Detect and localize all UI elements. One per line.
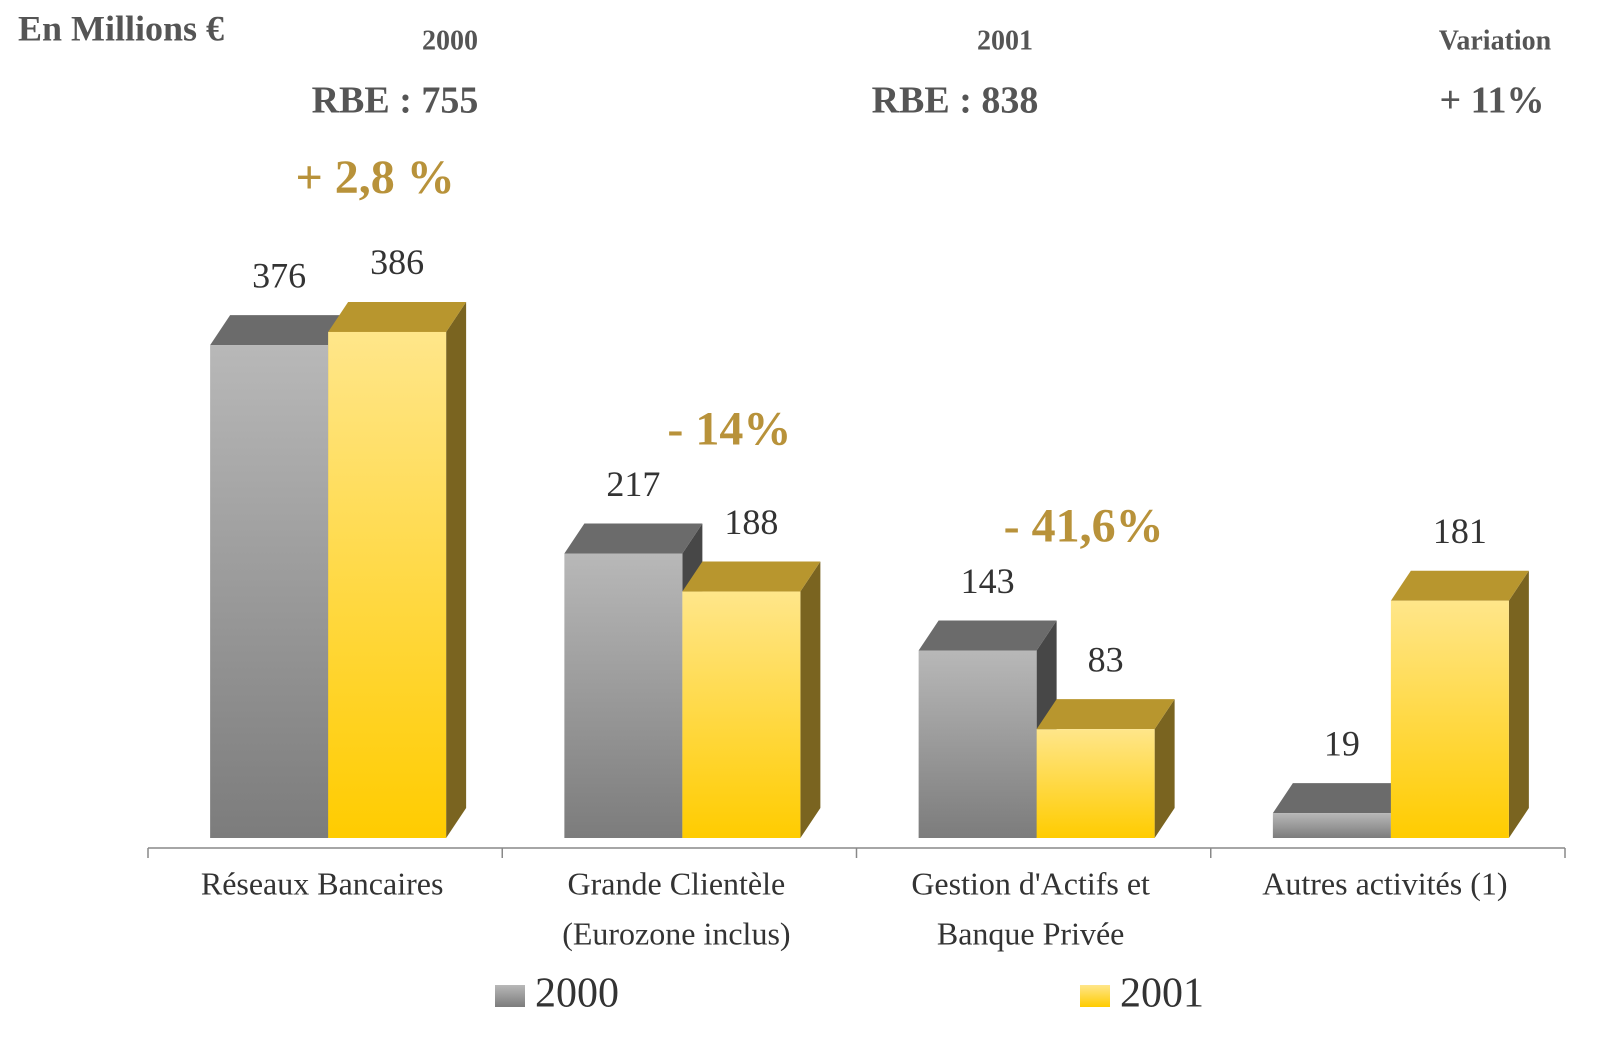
bar xyxy=(1391,571,1529,838)
value-label: 19 xyxy=(1324,723,1360,763)
value-label: 143 xyxy=(961,561,1015,601)
bar xyxy=(1037,699,1175,838)
chart: En Millions € 2000 2001 Variation RBE : … xyxy=(0,0,1613,1045)
legend-swatch xyxy=(495,985,525,1007)
value-label: 386 xyxy=(370,242,424,282)
x-tick-label: Réseaux Bancaires xyxy=(201,865,444,901)
bar xyxy=(328,302,466,838)
bar-side xyxy=(800,562,820,838)
value-label: 376 xyxy=(252,255,306,295)
column-label: 2000 xyxy=(422,25,478,56)
bar-front xyxy=(328,332,446,838)
column-value: RBE : 755 xyxy=(312,80,479,122)
x-tick-label: Gestion d'Actifs et xyxy=(911,865,1150,901)
bar-side xyxy=(446,302,466,838)
bar-top xyxy=(564,524,702,554)
bar-front xyxy=(1273,813,1391,838)
bar-top xyxy=(1391,571,1529,601)
bar xyxy=(564,524,702,838)
bar-top xyxy=(1273,783,1411,813)
bar-top xyxy=(1037,699,1175,729)
bar-front xyxy=(210,345,328,838)
value-label: 217 xyxy=(606,464,660,504)
value-label: 181 xyxy=(1433,511,1487,551)
unit-label: En Millions € xyxy=(18,8,224,48)
bar-front xyxy=(1037,729,1155,838)
x-tick-label: Banque Privée xyxy=(937,915,1125,951)
bar-front xyxy=(564,554,682,838)
bar xyxy=(682,562,820,838)
header: En Millions € 2000 2001 Variation RBE : … xyxy=(18,8,1552,121)
column-label: Variation xyxy=(1439,25,1552,56)
bar-front xyxy=(682,592,800,838)
bar xyxy=(919,621,1057,838)
x-tick-label: Autres activités (1) xyxy=(1262,865,1507,901)
bar-side xyxy=(1509,571,1529,838)
bar-top xyxy=(682,562,820,592)
value-label: 188 xyxy=(724,502,778,542)
legend-label: 2001 xyxy=(1120,971,1204,1017)
x-tick-label: Grande Clientèle xyxy=(568,865,786,901)
bar-top xyxy=(328,302,466,332)
annotation: - 14% xyxy=(667,403,791,456)
x-tick-label: (Eurozone inclus) xyxy=(562,915,790,951)
column-label: 2001 xyxy=(977,25,1033,56)
bar-top xyxy=(919,621,1057,651)
value-label: 83 xyxy=(1088,639,1124,679)
column-value: + 11% xyxy=(1439,80,1544,122)
column-value: RBE : 838 xyxy=(872,80,1039,122)
legend-label: 2000 xyxy=(535,971,619,1017)
annotation: + 2,8 % xyxy=(295,151,454,204)
bar xyxy=(1273,783,1411,838)
annotation: - 41,6% xyxy=(1004,500,1164,553)
bar-front xyxy=(1391,601,1509,838)
bar-front xyxy=(919,651,1037,838)
bar-top xyxy=(210,315,348,345)
bar xyxy=(210,315,348,838)
legend-swatch xyxy=(1080,985,1110,1007)
